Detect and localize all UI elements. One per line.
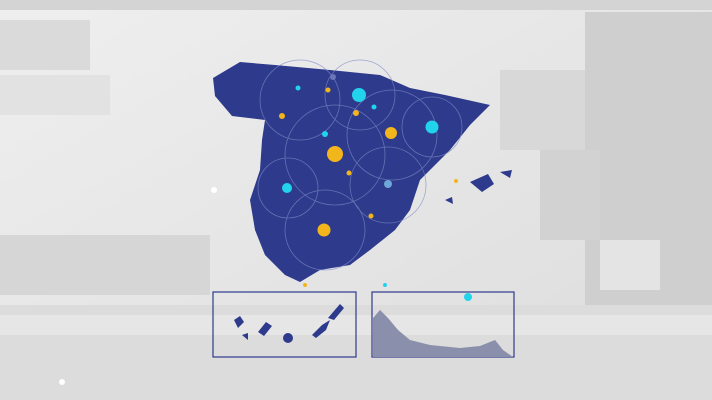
marker	[295, 85, 301, 91]
bg-block	[540, 150, 600, 240]
bg-block	[600, 240, 660, 290]
top-band	[0, 0, 712, 10]
marker	[303, 283, 307, 287]
bg-block	[0, 235, 210, 295]
bg-block	[0, 75, 110, 115]
canary-island	[234, 316, 244, 328]
marker	[279, 113, 285, 119]
balearic-island	[445, 197, 453, 204]
light-dot	[211, 187, 217, 193]
marker	[368, 213, 374, 219]
marker	[464, 293, 472, 301]
balearic-island	[470, 174, 494, 192]
coast-shape	[373, 310, 513, 357]
range-circle	[284, 189, 366, 271]
marker	[385, 127, 397, 139]
canary-island	[283, 333, 293, 343]
marker	[353, 110, 359, 116]
range-circle	[349, 146, 427, 224]
canary-island	[242, 333, 248, 340]
canary-island	[312, 320, 330, 338]
marker	[371, 104, 377, 110]
canary-island	[258, 322, 272, 336]
marker	[346, 170, 352, 176]
balearic-island	[500, 170, 512, 178]
marker	[425, 120, 439, 134]
marker	[327, 146, 343, 162]
range-circles	[257, 59, 463, 271]
range-circle	[401, 96, 463, 158]
marker	[352, 88, 366, 102]
range-circle	[284, 104, 386, 206]
canary-inset	[212, 291, 357, 358]
marker	[322, 131, 328, 137]
marker	[383, 283, 387, 287]
marker	[282, 183, 292, 193]
range-circle	[324, 59, 396, 131]
marker	[325, 87, 331, 93]
range-circle	[259, 59, 341, 141]
marker	[454, 179, 458, 183]
bg-block	[0, 20, 90, 70]
bg-block	[500, 70, 585, 150]
marker	[330, 74, 336, 80]
marker	[317, 223, 331, 237]
range-circle	[257, 157, 319, 219]
light-dot	[59, 379, 65, 385]
marker	[384, 180, 392, 188]
canary-island	[328, 304, 344, 320]
range-circle	[346, 89, 438, 181]
